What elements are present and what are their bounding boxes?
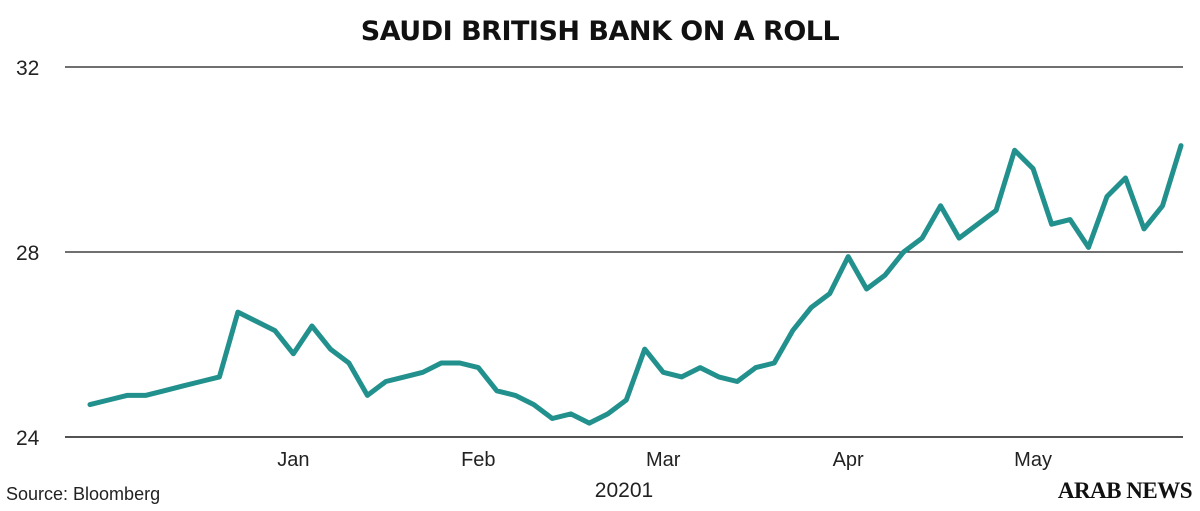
y-tick-label-32: 32: [16, 57, 39, 80]
y-tick-label-28: 28: [16, 242, 39, 265]
x-tick-label-mar: Mar: [646, 449, 681, 471]
source-note: Source: Bloomberg: [6, 484, 161, 504]
y-tick-label-24: 24: [16, 427, 40, 450]
x-tick-label-apr: Apr: [833, 449, 864, 471]
arab-news-logo: ARAB NEWS: [1057, 478, 1193, 503]
x-tick-label-may: May: [1014, 449, 1052, 471]
x-axis-label: 20201: [595, 479, 653, 502]
chart-title: SAUDI BRITISH BANK ON A ROLL: [360, 16, 840, 47]
series-line: [87, 143, 1184, 426]
x-tick-label-feb: Feb: [461, 449, 495, 471]
x-tick-label-jan: Jan: [277, 449, 309, 471]
